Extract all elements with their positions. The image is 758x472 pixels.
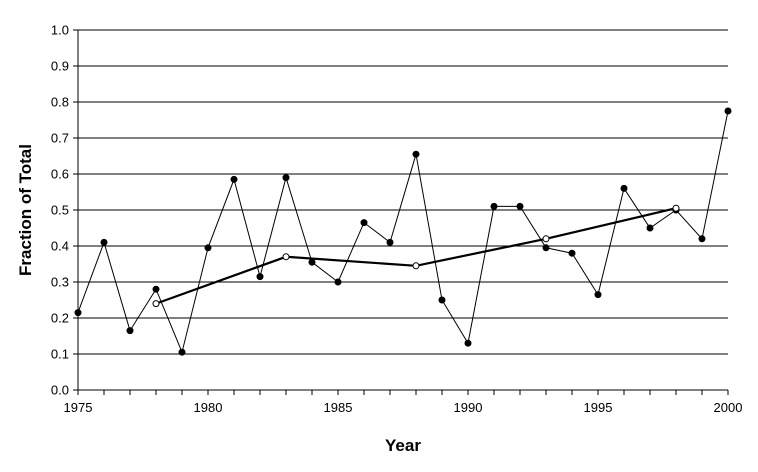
data-point-open bbox=[672, 204, 680, 212]
data-point-filled bbox=[516, 202, 524, 210]
data-point-filled bbox=[74, 309, 82, 317]
data-point-filled bbox=[178, 348, 186, 356]
x-axis-title: Year bbox=[385, 436, 421, 455]
data-point-filled bbox=[282, 174, 290, 182]
gridlines bbox=[78, 29, 728, 355]
x-tick-label: 1980 bbox=[194, 400, 223, 415]
data-point-filled bbox=[360, 219, 368, 227]
x-tick-label: 1975 bbox=[64, 400, 93, 415]
y-tick-label: 0.8 bbox=[51, 95, 69, 110]
data-point-filled bbox=[594, 291, 602, 299]
x-axis-ticks: 1975 1980 1985 1990 1995 2000 bbox=[64, 390, 743, 415]
data-point-filled bbox=[438, 296, 446, 304]
data-point-open bbox=[542, 235, 550, 243]
data-point-filled bbox=[256, 273, 264, 281]
data-point-filled bbox=[464, 339, 472, 347]
y-axis-title: Fraction of Total bbox=[16, 144, 35, 276]
y-axis-ticks: 0.0 0.1 0.2 0.3 0.4 0.5 0.6 0.7 0.8 0.9 1.0 bbox=[51, 23, 78, 398]
y-tick-label: 0.1 bbox=[51, 347, 69, 362]
y-tick-label: 0.3 bbox=[51, 275, 69, 290]
data-point-open bbox=[412, 262, 420, 270]
series-line-thick bbox=[155, 207, 677, 305]
data-point-filled bbox=[542, 244, 550, 252]
x-tick-label: 2000 bbox=[714, 400, 743, 415]
data-point-filled bbox=[386, 238, 394, 246]
y-tick-label: 1.0 bbox=[51, 23, 69, 38]
x-tick-label: 1985 bbox=[324, 400, 353, 415]
data-point-filled bbox=[620, 184, 628, 192]
y-tick-label: 0.0 bbox=[51, 383, 69, 398]
data-point-filled bbox=[724, 107, 732, 115]
data-point-filled bbox=[308, 258, 316, 266]
data-point-filled bbox=[646, 224, 654, 232]
data-point-filled bbox=[568, 249, 576, 257]
y-tick-label: 0.9 bbox=[51, 59, 69, 74]
x-tick-label: 1990 bbox=[454, 400, 483, 415]
data-point-filled bbox=[126, 327, 134, 335]
data-point-filled bbox=[412, 150, 420, 158]
data-point-filled bbox=[698, 235, 706, 243]
x-tick-label: 1995 bbox=[584, 400, 613, 415]
data-point-filled bbox=[204, 244, 212, 252]
data-point-filled bbox=[490, 202, 498, 210]
y-tick-label: 0.4 bbox=[51, 239, 69, 254]
data-point-filled bbox=[152, 285, 160, 293]
series-line-thin bbox=[77, 110, 729, 354]
series-group bbox=[74, 107, 732, 356]
data-point-open bbox=[152, 300, 160, 308]
y-tick-label: 0.6 bbox=[51, 167, 69, 182]
data-point-filled bbox=[100, 238, 108, 246]
y-tick-label: 0.2 bbox=[51, 311, 69, 326]
data-point-open bbox=[282, 253, 290, 261]
y-tick-label: 0.7 bbox=[51, 131, 69, 146]
data-point-filled bbox=[334, 278, 342, 286]
y-tick-label: 0.5 bbox=[51, 203, 69, 218]
data-point-filled bbox=[230, 175, 238, 183]
